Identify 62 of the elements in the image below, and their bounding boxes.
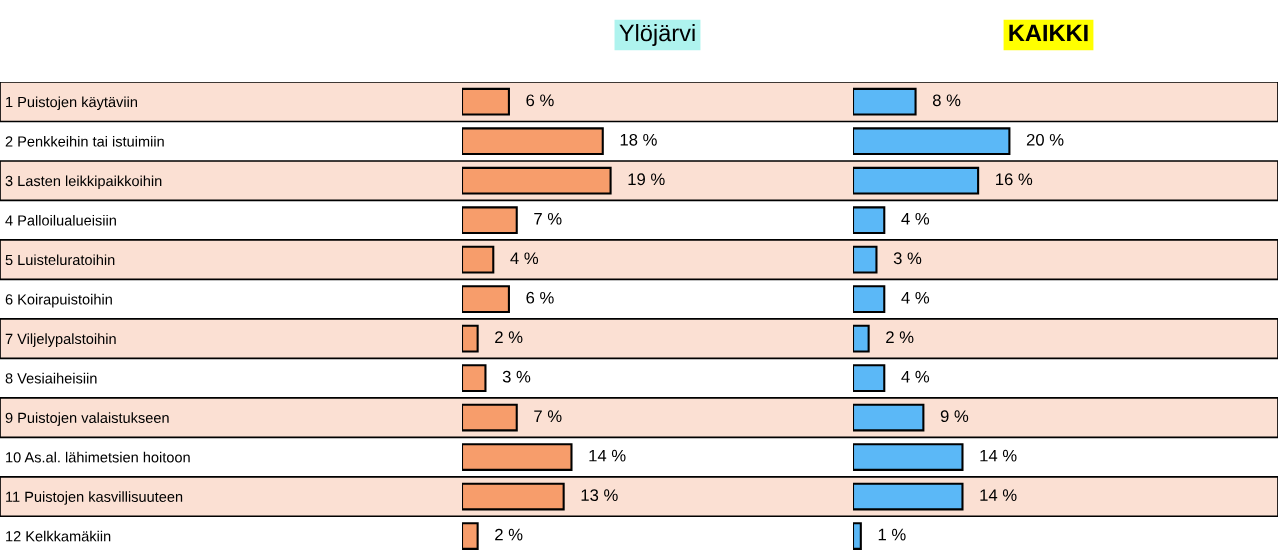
y-tick-label: 3 Lasten leikkipaikkoihin xyxy=(5,175,162,190)
bar xyxy=(853,166,980,195)
data-label: 16 % xyxy=(996,173,1033,186)
bar xyxy=(462,166,612,195)
y-tick-label: 10 As.al. lähimetsien hoitoon xyxy=(6,451,190,463)
bar xyxy=(462,87,510,116)
bar xyxy=(462,206,518,235)
data-label: 8 % xyxy=(932,94,961,107)
data-label: 3 % xyxy=(893,252,922,265)
data-label: 14 % xyxy=(980,489,1017,501)
y-tick-label: 1 Puistojen käytäviin xyxy=(6,96,137,111)
data-label: 20 % xyxy=(1026,133,1064,146)
y-tick-label: 11 Puistojen kasvillisuuteen xyxy=(6,491,183,505)
data-label: 18 % xyxy=(620,133,657,146)
data-label: 2 % xyxy=(886,331,914,344)
bar xyxy=(853,443,964,471)
data-label: 14 % xyxy=(980,449,1017,462)
data-label: 4 % xyxy=(510,252,539,265)
bar xyxy=(853,364,886,392)
data-label: 13 % xyxy=(581,489,618,502)
bar xyxy=(462,443,573,471)
bar xyxy=(853,285,886,314)
data-label: 1 % xyxy=(878,528,906,541)
y-tick-label: 4 Palloilualueisiin xyxy=(5,214,116,226)
bar xyxy=(462,522,479,550)
bar xyxy=(462,127,604,156)
data-label: 7 % xyxy=(534,410,562,422)
bar xyxy=(853,482,964,511)
bar xyxy=(462,245,495,274)
bar xyxy=(853,324,870,353)
data-label: 4 % xyxy=(901,212,930,225)
data-label: 19 % xyxy=(628,173,665,186)
data-label: 2 % xyxy=(495,528,523,541)
y-tick-label: 12 Kelkkamäkiin xyxy=(6,530,111,542)
data-label: 6 % xyxy=(526,291,554,304)
bar xyxy=(853,403,925,432)
bar xyxy=(853,87,917,116)
bar xyxy=(853,206,886,235)
bar xyxy=(462,364,487,392)
data-label: 14 % xyxy=(589,449,626,462)
data-label: 4 % xyxy=(901,291,930,304)
y-tick-label: 5 Luisteluratoihin xyxy=(5,254,115,266)
data-label: 2 % xyxy=(495,331,523,344)
y-tick-label: 7 Viljelypalstoihin xyxy=(5,333,116,347)
bar xyxy=(462,324,479,353)
bar xyxy=(853,245,878,274)
data-label: 6 % xyxy=(526,94,554,107)
chart-title: Ylöjärvi xyxy=(619,24,695,46)
y-tick-label: 6 Koirapuistoihin xyxy=(5,293,112,308)
bar xyxy=(462,403,518,432)
data-label: 9 % xyxy=(940,410,969,423)
bar xyxy=(853,127,1011,156)
bar xyxy=(462,482,565,511)
y-tick-label: 9 Puistojen valaistukseen xyxy=(5,412,169,426)
data-label: 7 % xyxy=(534,212,562,225)
bar xyxy=(462,285,510,314)
chart-title: KAIKKI xyxy=(1009,24,1088,42)
y-tick-label: 8 Vesiaiheisiin xyxy=(5,372,97,384)
bar xyxy=(853,522,862,550)
data-label: 4 % xyxy=(901,370,930,383)
data-label: 3 % xyxy=(502,370,531,383)
y-tick-label: 2 Penkkeihin tai istuimiin xyxy=(5,135,164,147)
